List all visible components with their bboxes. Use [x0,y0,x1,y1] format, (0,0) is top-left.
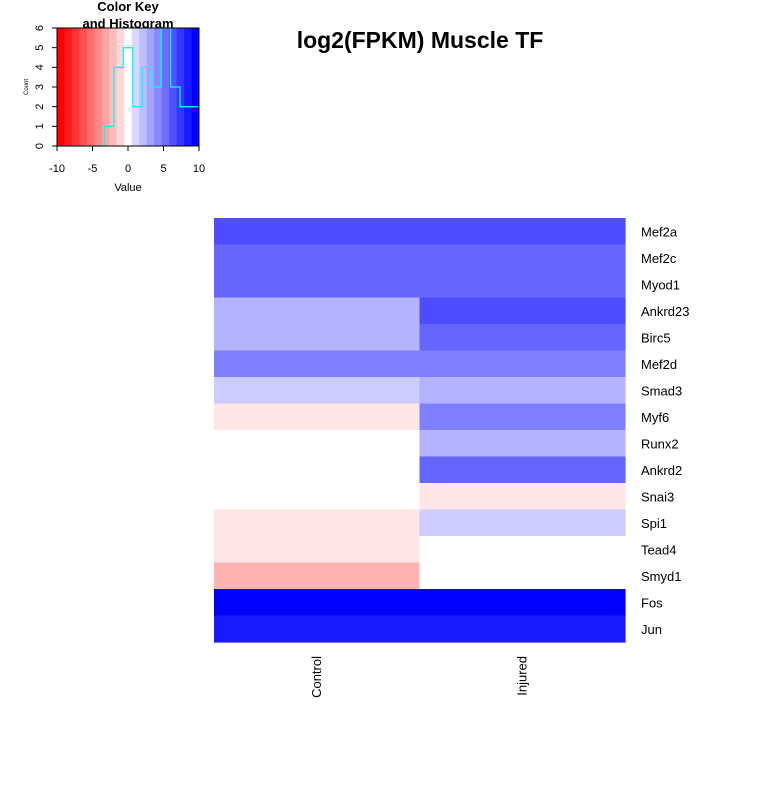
y-tick-label: 2 [34,104,46,110]
color-key-swatch [64,28,73,146]
heatmap-cell [214,562,421,590]
color-key-ylabel: Count [24,79,30,95]
color-key-swatch [124,28,133,146]
heatmap-cell [214,615,421,643]
color-key-swatch [139,28,148,146]
column-label: Control [309,656,324,698]
heatmap-cell [214,377,421,405]
heatmap-cell [419,509,626,537]
color-key-swatch [86,28,95,146]
heatmap-cell [419,297,626,325]
y-tick-label: 1 [34,123,46,129]
color-key-swatch [191,28,200,146]
column-label: Injured [514,656,529,696]
row-label: Mef2c [641,251,677,266]
color-key: Color Key and Histogram -10 -5 0 5 10 0 1 2 3 4 5… [24,0,205,194]
heatmap-cell [419,456,626,484]
heatmap-cell [214,324,421,352]
heatmap-cell [419,403,626,431]
y-tick-label: 4 [34,64,46,70]
heatmap-cell [214,218,421,246]
color-key-swatch [161,28,170,146]
color-key-swatch [71,28,80,146]
color-key-title-line2: and Histogram [82,16,173,31]
color-key-y-axis: 0 1 2 3 4 5 6 [34,25,58,149]
color-key-xlabel: Value [114,182,141,194]
heatmap-cell [214,456,421,484]
row-label: Fos [641,595,663,610]
heatmap-cell [419,562,626,590]
x-tick-label: 10 [193,163,205,175]
heatmap-cell [214,483,421,511]
color-key-swatch [146,28,155,146]
row-label: Mef2a [641,224,678,239]
y-tick-label: 3 [34,84,46,90]
heatmap-cell [419,218,626,246]
heatmap-cell [419,271,626,299]
row-label: Birc5 [641,330,671,345]
heatmap-cell [214,350,421,378]
heatmap-column-labels: Control Injured [309,656,530,698]
heatmap-cell [419,536,626,564]
y-tick-label: 5 [34,45,46,51]
y-tick-label: 6 [34,25,46,31]
heatmap-cell [214,244,421,272]
heatmap-cell [419,350,626,378]
x-tick-label: -5 [88,163,98,175]
x-tick-label: 5 [160,163,166,175]
y-tick-label: 0 [34,143,46,149]
color-key-swatch [184,28,192,146]
row-label: Myod1 [641,277,680,292]
heatmap-cell [214,430,421,458]
row-label: Myf6 [641,410,669,425]
row-label: Jun [641,622,662,637]
x-tick-label: 0 [125,163,131,175]
row-label: Runx2 [641,436,679,451]
color-key-swatch [94,28,103,146]
heatmap-cell [214,589,421,617]
row-label: Spi1 [641,516,667,531]
color-key-swatch [101,28,110,146]
heatmap-cell [419,589,626,617]
row-label: Mef2d [641,357,677,372]
color-key-swatch [131,28,140,146]
row-label: Ankrd2 [641,463,682,478]
heatmap-cell [214,536,421,564]
heatmap-cell [419,430,626,458]
row-label: Snai3 [641,489,674,504]
heatmap-row-labels: Mef2a Mef2c Myod1 Ankrd23 Birc5 Mef2d Smad3 Myf… [641,224,689,637]
heatmap-cell [419,324,626,352]
color-key-swatch [79,28,88,146]
heatmap-cell [214,403,421,431]
main-title: log2(FPKM) Muscle TF [297,27,544,53]
heatmap-cell [419,377,626,405]
heatmap-cell [419,483,626,511]
color-key-x-axis: -10 -5 0 5 10 [49,145,205,175]
heatmap-cells [214,218,626,643]
color-key-title-line1: Color Key [97,0,159,14]
color-key-swatch [116,28,125,146]
color-key-swatch [57,28,65,146]
heatmap-cell [419,244,626,272]
row-label: Smyd1 [641,569,681,584]
heatmap-cell [214,271,421,299]
row-label: Ankrd23 [641,304,689,319]
row-label: Smad3 [641,383,682,398]
row-label: Tead4 [641,542,676,557]
x-tick-label: -10 [49,163,65,175]
heatmap-cell [214,297,421,325]
heatmap-cell [214,509,421,537]
heatmap-cell [419,615,626,643]
